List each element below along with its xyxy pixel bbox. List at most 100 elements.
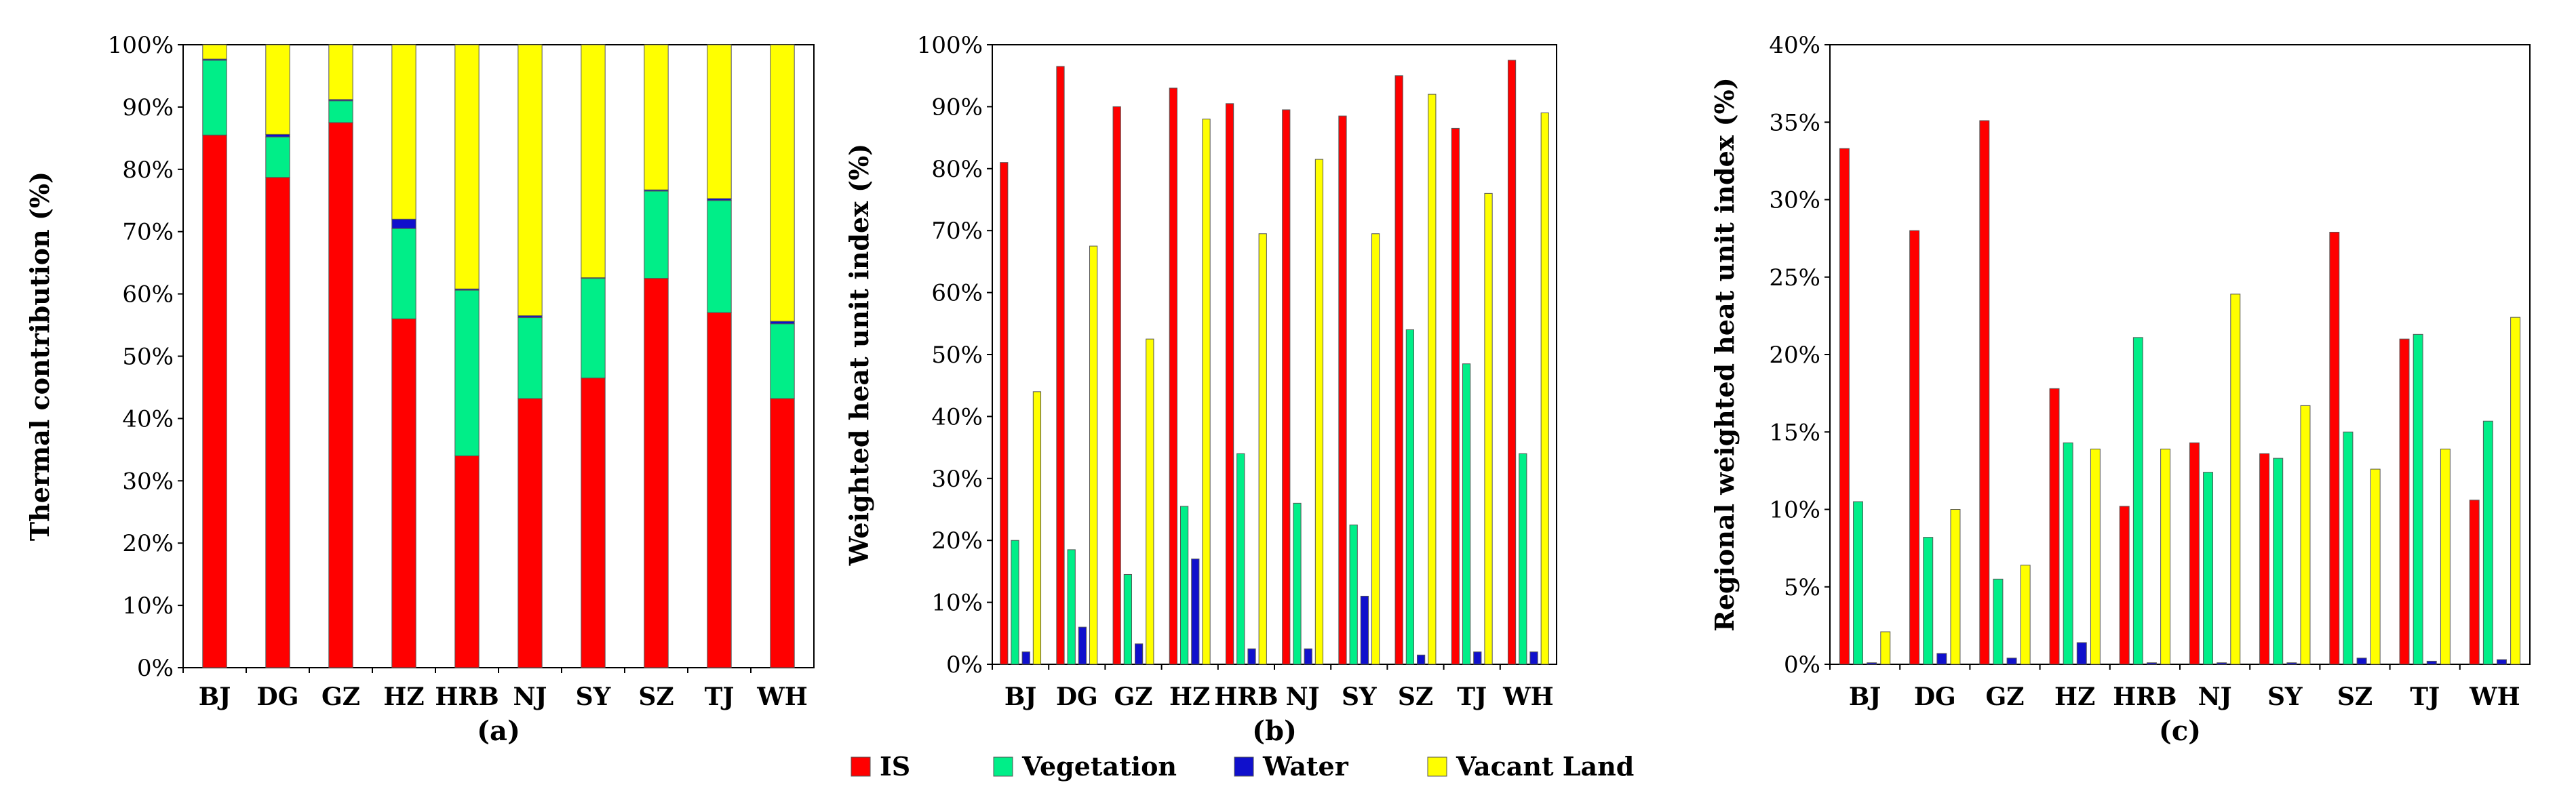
bar-wh-vegetation [770,323,795,399]
bar-hz-is [391,318,416,668]
y-tick-label: 100% [917,32,983,59]
bar-nj-water [2217,662,2227,665]
y-tick-label: 10% [1769,497,1820,524]
y-axis-title: Weighted heat unit index (%) [844,144,874,566]
legend-label-vacant-land: Vacant Land [1456,751,1634,782]
bar-sz-vegetation [1405,329,1415,665]
bar-hz-water [391,218,416,229]
x-tick-label-hz: HZ [2054,683,2095,711]
bar-bj-vegetation [1853,501,1864,665]
bar-hrb-water [1247,648,1256,665]
bar-bj-vacant-land [1880,631,1891,665]
bar-tj-vacant-land [1484,193,1493,665]
bar-tj-vegetation [1462,363,1471,665]
x-tick-label-nj: NJ [1286,683,1320,711]
x-tick-label-sy: SY [2267,683,2303,711]
bar-gz-is [1979,120,1990,665]
y-tick-label: 50% [931,342,983,369]
bar-gz-vegetation [1993,578,2004,665]
bar-tj-is [1451,127,1460,665]
y-tick-label: 60% [931,280,983,307]
bar-hz-is [2049,388,2060,665]
bar-nj-vegetation [1293,502,1302,665]
x-tick-label-sz: SZ [638,683,674,711]
y-tick-label: 30% [122,468,174,495]
bar-bj-is [202,134,227,668]
x-tick-label-bj: BJ [199,683,231,711]
bar-tj-vacant-land [707,44,732,199]
bar-tj-is [2399,338,2410,665]
bar-sz-vacant-land [2370,468,2381,665]
bar-bj-is [1000,162,1009,665]
bar-hz-vacant-land [1202,119,1211,665]
y-tick-label: 40% [122,405,174,432]
y-tick-label: 0% [946,651,983,679]
bar-bj-water [1867,662,1877,665]
bar-nj-is [2189,442,2200,665]
x-tick-label-gz: GZ [1985,683,2024,711]
legend-swatch-vacant-land [1427,756,1447,777]
bar-bj-vacant-land [1032,391,1042,665]
y-tick-label: 70% [931,218,983,245]
bar-hz-vacant-land [391,44,416,220]
bar-sz-is [1394,75,1403,665]
bar-dg-vegetation [1923,537,1934,665]
y-tick-label: 50% [122,344,174,371]
bar-hz-water [2076,642,2087,665]
x-tick-label-hz: HZ [383,683,424,711]
bar-gz-vacant-land [2020,565,2031,665]
bar-wh-vacant-land [1540,113,1549,665]
bar-wh-vegetation [2482,420,2493,665]
legend-swatch-water [1234,756,1254,777]
bar-tj-water [1473,651,1482,665]
bar-sy-vegetation [581,278,606,379]
chart-panel-a: 0% 10% 20% 30% 40% 50% 60% 70% 80% 90% 100% BJ DG GZ H… [24,32,815,747]
x-tick-label-sy: SY [1342,683,1378,711]
bar-sz-is [2329,231,2340,665]
bar-sz-vacant-land [644,44,669,190]
x-tick-label-dg: DG [1056,683,1098,711]
bar-dg-vacant-land [1089,245,1098,665]
x-tick-label-gz: GZ [1114,683,1152,711]
y-tick-label: 25% [1769,264,1820,291]
legend-swatch-is [851,756,871,777]
bar-hz-vegetation [391,228,416,319]
bar-tj-vegetation [2413,334,2423,665]
bar-gz-is [328,122,353,668]
bar-nj-vegetation [518,317,543,399]
bar-sz-water [2356,658,2367,665]
bar-hrb-vegetation [1236,453,1245,665]
x-tick-label-dg: DG [257,683,299,711]
x-tick-label-nj: NJ [513,683,547,711]
y-tick-label: 40% [1769,32,1820,59]
y-tick-label: 0% [137,655,174,682]
bar-dg-is [1056,66,1065,665]
y-tick-label: 20% [1769,342,1820,369]
bar-gz-vacant-land [328,44,353,100]
bar-hrb-water [2146,662,2157,665]
legend: IS Vegetation Water Vacant Land [851,751,1634,782]
bar-wh-is [770,398,795,668]
bar-wh-water [1529,651,1538,665]
bar-sy-is [2259,453,2270,665]
bar-wh-vegetation [1519,453,1527,665]
bar-wh-is [1507,60,1517,665]
legend-label-vegetation: Vegetation [1021,751,1177,782]
bar-sy-vacant-land [2300,405,2311,665]
y-tick-label: 35% [1769,109,1820,136]
bar-gz-water [2006,658,2017,665]
bar-hrb-vacant-land [2160,448,2171,665]
legend-swatch-vegetation [993,756,1013,777]
bar-nj-vacant-land [1314,159,1324,665]
y-tick-label: 100% [108,32,174,59]
bar-hz-water [1191,559,1200,665]
bar-hz-vacant-land [2090,448,2101,665]
bar-dg-vegetation [265,136,290,178]
y-tick-label: 80% [122,157,174,184]
bar-bj-vegetation [202,60,227,136]
bar-tj-vacant-land [2440,448,2451,665]
x-tick-label-hz: HZ [1169,683,1210,711]
bar-sy-water [1360,595,1369,665]
bar-nj-is [1282,109,1291,665]
bar-wh-vacant-land [2510,317,2521,665]
